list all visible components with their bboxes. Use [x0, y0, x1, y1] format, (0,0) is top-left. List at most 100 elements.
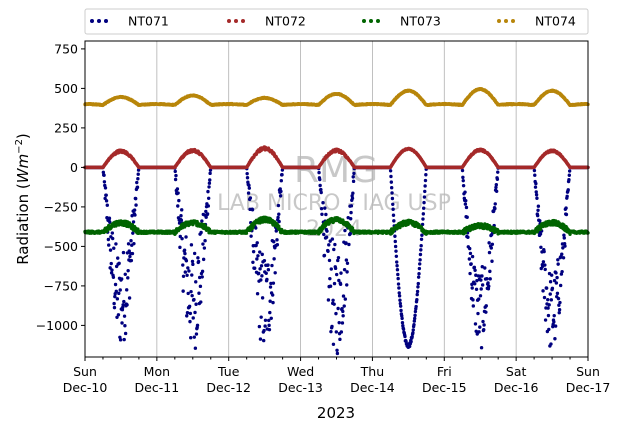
data-point	[195, 323, 200, 328]
data-point	[334, 311, 338, 316]
data-point	[333, 266, 338, 271]
data-point	[270, 263, 274, 268]
data-point	[280, 173, 284, 177]
data-point	[415, 289, 420, 294]
data-point	[176, 191, 180, 195]
data-point	[102, 173, 106, 177]
data-point	[334, 330, 339, 334]
data-point	[111, 275, 116, 279]
data-point	[136, 168, 141, 172]
data-point	[341, 309, 345, 314]
data-point	[553, 324, 558, 328]
data-point	[342, 304, 346, 308]
data-point	[178, 245, 182, 250]
data-point	[421, 212, 426, 216]
data-point	[179, 218, 184, 222]
data-point	[122, 314, 127, 318]
data-point	[271, 300, 275, 305]
data-point	[183, 270, 188, 274]
data-point	[557, 311, 561, 315]
data-point	[494, 185, 498, 190]
data-point	[130, 251, 135, 256]
data-point	[480, 274, 484, 278]
data-point	[174, 173, 178, 178]
data-point	[181, 263, 185, 267]
data-point	[332, 302, 336, 306]
data-point	[468, 271, 472, 276]
data-point	[186, 291, 190, 296]
watermark-line-2: LAB MICRO - IAG USP	[217, 191, 451, 216]
data-point	[403, 334, 407, 339]
data-point	[495, 177, 500, 181]
data-point	[205, 212, 210, 216]
data-point	[556, 258, 560, 262]
data-point	[334, 272, 339, 277]
data-point	[107, 243, 111, 247]
data-point	[189, 289, 193, 294]
data-point	[184, 235, 188, 239]
data-point	[468, 246, 472, 251]
data-point	[328, 239, 332, 243]
data-point	[267, 327, 272, 332]
data-point	[326, 298, 331, 302]
data-point	[418, 262, 422, 266]
data-point	[179, 214, 183, 218]
data-point	[251, 249, 256, 254]
data-point	[188, 311, 193, 316]
data-point	[181, 289, 185, 293]
data-point	[133, 213, 137, 217]
data-point	[400, 316, 404, 321]
data-point	[187, 269, 191, 273]
data-point	[479, 287, 483, 291]
data-point	[197, 291, 201, 295]
data-point	[183, 251, 187, 256]
data-point	[461, 175, 465, 180]
data-point	[244, 231, 249, 235]
data-point	[204, 215, 208, 219]
data-point	[558, 283, 563, 288]
data-point	[339, 330, 344, 334]
data-point	[550, 286, 555, 290]
data-point	[558, 300, 562, 305]
data-point	[265, 277, 269, 282]
data-point	[267, 323, 271, 328]
data-point	[203, 239, 207, 243]
data-point	[269, 316, 273, 320]
data-point	[474, 287, 479, 291]
data-point	[414, 304, 418, 309]
data-point	[104, 193, 108, 197]
data-point	[193, 310, 197, 315]
data-point	[272, 257, 276, 261]
data-point	[277, 219, 281, 224]
data-point	[344, 241, 348, 245]
data-point	[208, 168, 213, 172]
data-point	[194, 280, 198, 284]
data-point	[317, 170, 321, 175]
data-point	[424, 173, 428, 177]
data-point	[561, 256, 566, 260]
data-point	[270, 293, 275, 297]
data-point	[564, 212, 569, 217]
data-point	[484, 304, 488, 308]
data-point	[123, 272, 127, 276]
data-point	[332, 247, 336, 252]
data-point	[189, 336, 193, 340]
data-point	[254, 226, 258, 230]
data-point	[352, 171, 356, 176]
data-point	[109, 261, 113, 266]
data-point	[388, 169, 393, 173]
data-point	[194, 332, 199, 336]
data-point	[260, 296, 265, 300]
data-point	[121, 305, 125, 309]
data-point	[390, 196, 395, 201]
data-point	[245, 171, 249, 176]
data-point	[121, 250, 126, 255]
data-point	[416, 281, 420, 286]
data-point	[397, 286, 401, 290]
data-point	[340, 321, 345, 325]
data-point	[411, 331, 415, 335]
data-point	[543, 263, 547, 267]
data-point	[461, 183, 466, 188]
data-point	[112, 301, 116, 306]
data-point	[460, 168, 465, 173]
